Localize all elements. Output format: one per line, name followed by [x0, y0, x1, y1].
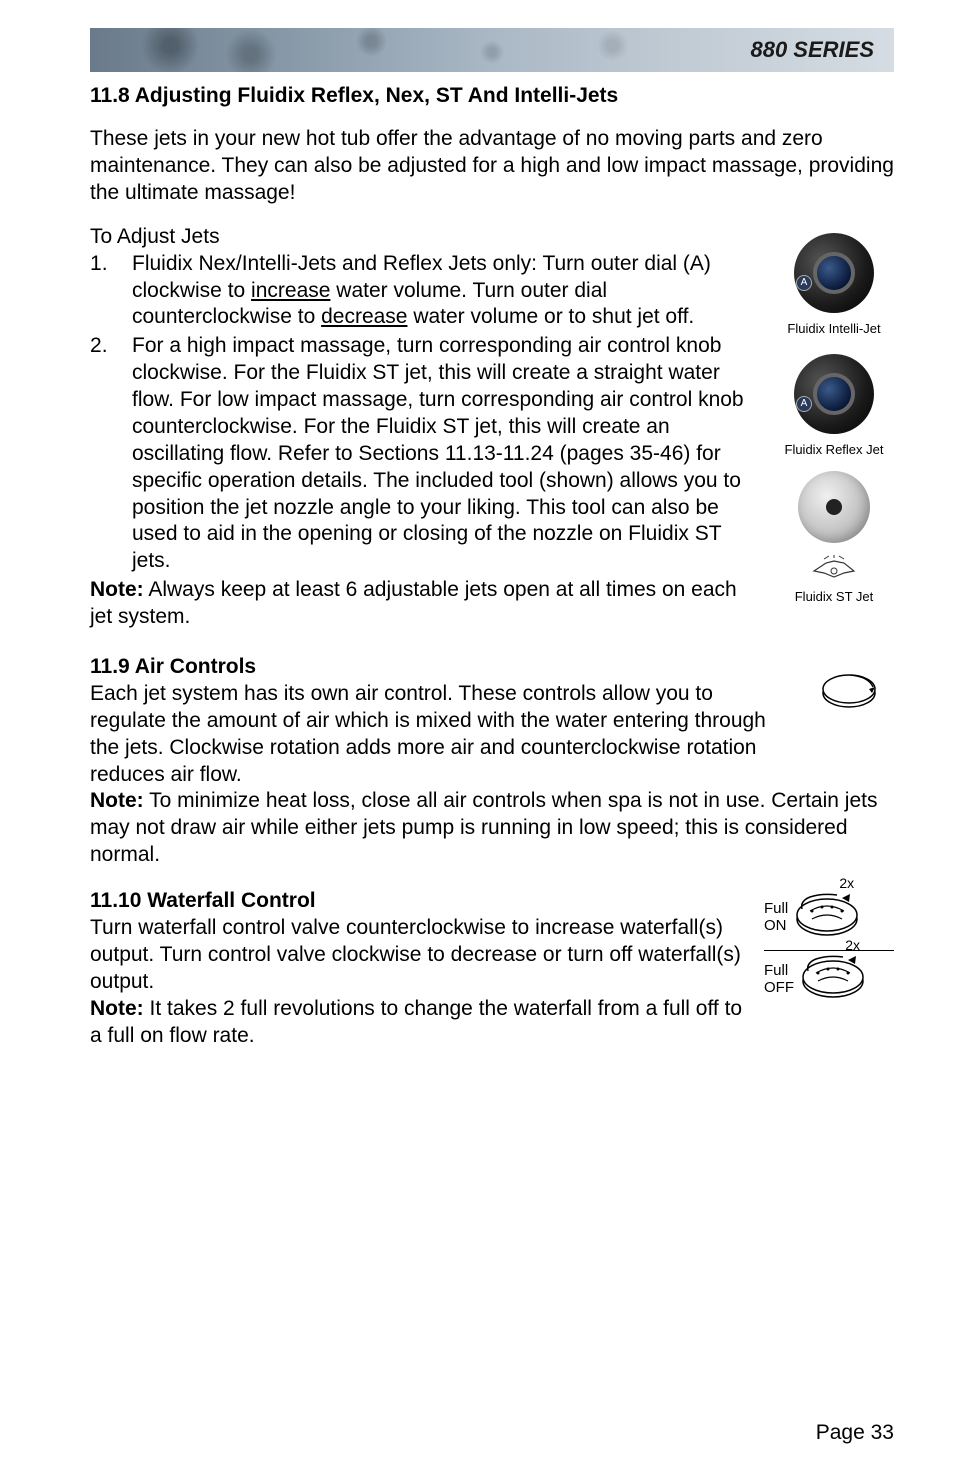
series-label: 880 SERIES: [750, 37, 874, 63]
header-banner: 880 SERIES: [90, 28, 894, 72]
section-11-10-content: 11.10 Waterfall Control Turn waterfall c…: [90, 889, 894, 1049]
note-text: To minimize heat loss, close all air con…: [90, 789, 877, 866]
reflex-jet-image: A: [794, 354, 874, 434]
intelli-jet-caption: Fluidix Intelli-Jet: [787, 321, 880, 336]
air-control-icon: [819, 669, 879, 718]
section-11-10-note: Note: It takes 2 full revolutions to cha…: [90, 996, 750, 1050]
note-label: Note:: [90, 997, 144, 1020]
list-item: For a high impact massage, turn correspo…: [90, 333, 760, 575]
section-11-8-content: To Adjust Jets Fluidix Nex/Intelli-Jets …: [90, 225, 894, 655]
note-text: It takes 2 full revolutions to change th…: [90, 997, 742, 1047]
full-off-label: FullOFF: [764, 963, 794, 996]
st-jet-image: [798, 471, 870, 543]
to-adjust-jets-label: To Adjust Jets: [90, 225, 760, 249]
reflex-jet-caption: Fluidix Reflex Jet: [785, 442, 884, 457]
note-label: Note:: [90, 578, 144, 601]
intelli-jet-image: A: [794, 233, 874, 313]
adjust-jets-list: Fluidix Nex/Intelli-Jets and Reflex Jets…: [90, 251, 760, 576]
waterfall-knob-on-icon: [792, 891, 862, 939]
page-number: Page 33: [816, 1421, 894, 1445]
full-on-label: FullON: [764, 901, 788, 934]
item1-decrease: decrease: [321, 305, 407, 328]
section-11-9-heading: 11.9 Air Controls: [90, 655, 790, 679]
section-11-9-body: Each jet system has its own air control.…: [90, 681, 790, 789]
waterfall-diagram: FullON 2x FullOFF 2x: [764, 889, 894, 1049]
item1-post: water volume or to shut jet off.: [407, 305, 694, 328]
a-badge: A: [796, 275, 812, 291]
st-jet-caption: Fluidix ST Jet: [795, 589, 874, 604]
two-x-label: 2x: [845, 937, 860, 953]
section-11-9-note: Note: To minimize heat loss, close all a…: [90, 788, 894, 869]
section-11-8-heading: 11.8 Adjusting Fluidix Reflex, Nex, ST A…: [90, 84, 894, 108]
section-11-9-content: 11.9 Air Controls Each jet system has it…: [90, 655, 894, 789]
section-11-8-note: Note: Always keep at least 6 adjustable …: [90, 577, 760, 631]
section-11-10-body: Turn waterfall control valve countercloc…: [90, 915, 750, 996]
item1-increase: increase: [251, 279, 330, 302]
list-item: Fluidix Nex/Intelli-Jets and Reflex Jets…: [90, 251, 760, 332]
note-text: Always keep at least 6 adjustable jets o…: [90, 578, 737, 628]
st-jet-tool-icon: [804, 553, 864, 581]
jet-images-column: A Fluidix Intelli-Jet A Fluidix Reflex J…: [774, 225, 894, 655]
waterfall-knob-off-icon: [798, 953, 868, 1001]
note-label: Note:: [90, 789, 144, 812]
section-11-10-heading: 11.10 Waterfall Control: [90, 889, 750, 913]
waterfall-on-row: FullON 2x: [764, 889, 894, 951]
section-11-8-intro: These jets in your new hot tub offer the…: [90, 126, 894, 207]
two-x-label: 2x: [839, 875, 854, 891]
a-badge: A: [796, 396, 812, 412]
waterfall-off-row: FullOFF 2x: [764, 951, 894, 1008]
